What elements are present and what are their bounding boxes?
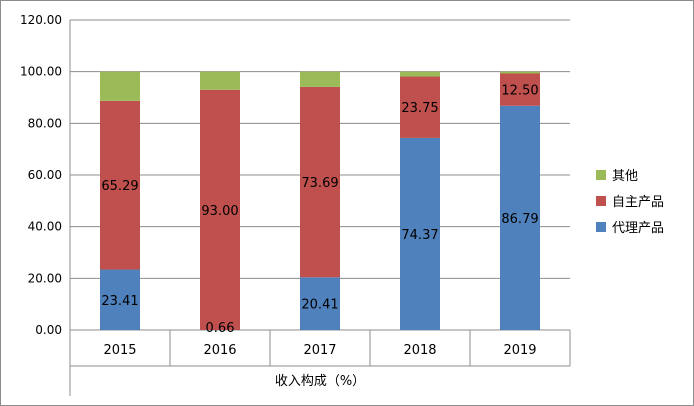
bar-segment [500, 105, 540, 330]
bar-segment [100, 71, 140, 101]
y-tick-label: 0.00 [35, 323, 62, 337]
data-label: 73.69 [301, 176, 338, 191]
x-axis-title: 收入构成（%） [275, 374, 365, 389]
y-tick-label: 20.00 [28, 271, 62, 285]
x-tick-label: 2017 [303, 343, 336, 358]
bar-segment [400, 76, 440, 138]
x-tick-label: 2018 [403, 343, 436, 358]
x-tick-label: 2015 [103, 343, 136, 358]
data-label: 23.41 [101, 294, 138, 309]
bar-segment [200, 89, 240, 330]
bar-segment [400, 137, 440, 330]
bar-segment [300, 71, 340, 87]
legend-label: 自主产品 [612, 195, 664, 210]
data-label: 86.79 [501, 212, 538, 227]
data-label: 74.37 [401, 228, 438, 243]
y-tick-label: 120.00 [20, 13, 62, 27]
y-tick-label: 80.00 [28, 116, 62, 130]
legend-swatch [596, 170, 606, 180]
legend-label: 其他 [612, 169, 638, 184]
data-label: 20.41 [301, 298, 338, 313]
data-label: 23.75 [401, 101, 438, 116]
x-tick-label: 2016 [203, 343, 236, 358]
legend-swatch [596, 196, 606, 206]
data-label: 65.29 [101, 179, 138, 194]
x-tick-label: 2019 [503, 343, 536, 358]
y-tick-label: 100.00 [20, 65, 62, 79]
data-label: 93.00 [201, 204, 238, 219]
y-tick-label: 60.00 [28, 168, 62, 182]
y-tick-label: 40.00 [28, 220, 62, 234]
bar-segment [100, 269, 140, 330]
bar-segment [300, 277, 340, 330]
bar-segment [500, 71, 540, 74]
data-label: 0.66 [206, 321, 235, 336]
data-label: 12.50 [501, 84, 538, 99]
bar-segment [100, 100, 140, 270]
bar-segment [500, 73, 540, 106]
bar-segment [300, 86, 340, 278]
legend-swatch [596, 222, 606, 232]
legend-label: 代理产品 [612, 221, 664, 236]
bar-segment [400, 71, 440, 77]
bar-segment [200, 71, 240, 90]
